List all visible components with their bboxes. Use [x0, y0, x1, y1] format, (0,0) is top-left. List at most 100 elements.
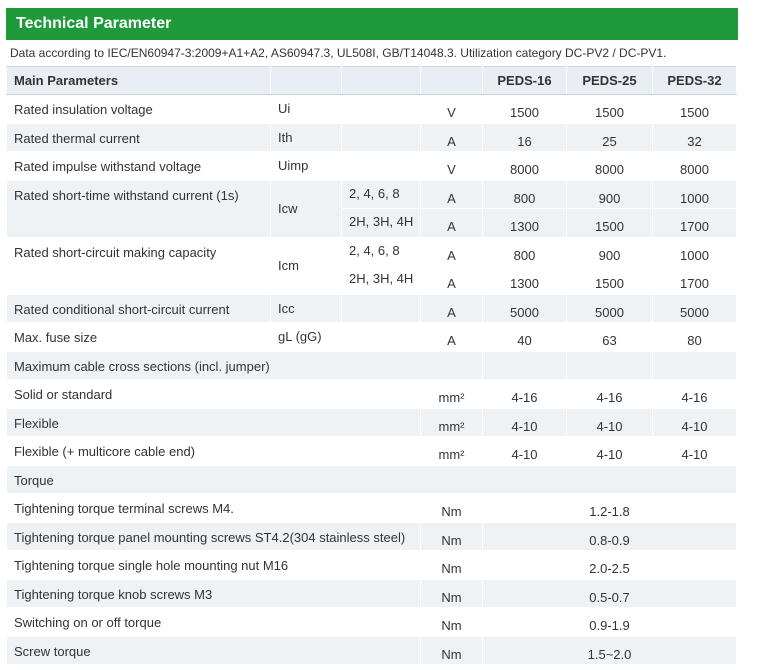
value-cell: 4-16: [652, 379, 737, 409]
table-row: Tightening torque single hole mounting n…: [6, 550, 737, 580]
value-cell: 0.9-1.9: [482, 607, 737, 637]
model-header: PEDS-25: [566, 66, 653, 95]
parameter-label: Flexible (+ multicore cable end): [6, 436, 421, 466]
value-cell: 4-10: [566, 436, 653, 466]
parameter-label: Tightening torque terminal screws M4.: [6, 493, 421, 523]
parameter-symbol: Icc: [270, 293, 342, 323]
value-cell: 1.2-1.8: [482, 493, 737, 523]
pole-config: 2H, 3H, 4H: [341, 265, 421, 295]
parameter-label: Tightening torque knob screws M3: [6, 578, 421, 608]
value-cell: 40: [482, 322, 567, 352]
value-cell: 5000: [652, 293, 737, 323]
parameter-label: Flexible: [6, 407, 421, 437]
parameter-label: Rated short-time withstand current (1s): [6, 179, 271, 238]
value-cell: 25: [566, 122, 653, 152]
value-cell: 4-16: [482, 379, 567, 409]
table-row: Rated short-circuit making capacity Icm …: [6, 236, 737, 295]
torque-section-heading: Torque: [6, 464, 737, 494]
section-heading-row: Torque: [6, 464, 737, 494]
value-cell: 0.8-0.9: [482, 521, 737, 551]
value-cell: 1500: [482, 94, 567, 124]
table-row: Tightening torque terminal screws M4. Nm…: [6, 493, 737, 523]
value-cell: 5000: [482, 293, 567, 323]
unit: Nm: [420, 550, 483, 580]
unit: A: [420, 322, 483, 352]
value-cell: 2.0-2.5: [482, 550, 737, 580]
table-row: Tightening torque knob screws M3 Nm 0.5-…: [6, 578, 737, 608]
value-cell: 63: [566, 322, 653, 352]
unit: A: [420, 122, 483, 152]
value-cell: 900: [566, 179, 653, 209]
unit: A: [420, 265, 483, 295]
unit: mm²: [420, 436, 483, 466]
value-cell: 1500: [652, 94, 737, 124]
unit: A: [420, 208, 483, 238]
value-cell: 4-16: [566, 379, 653, 409]
parameter-symbol: Ui: [270, 94, 342, 124]
value-cell: 8000: [482, 151, 567, 181]
value-cell: 1300: [482, 265, 567, 295]
value-cell: 5000: [566, 293, 653, 323]
value-cell: 1700: [652, 265, 737, 295]
unit: V: [420, 151, 483, 181]
value-cell: 1000: [652, 236, 737, 266]
value-cell: 900: [566, 236, 653, 266]
table-row: Flexible mm² 4-10 4-10 4-10: [6, 407, 737, 437]
unit: Nm: [420, 607, 483, 637]
table-row: Tightening torque panel mounting screws …: [6, 521, 737, 551]
parameter-label: Switching on or off torque: [6, 607, 421, 637]
value-cell: 8000: [566, 151, 653, 181]
unit: mm²: [420, 379, 483, 409]
unit: Nm: [420, 493, 483, 523]
value-cell: 4-10: [652, 436, 737, 466]
standards-note: Data according to IEC/EN60947-3:2009+A1+…: [10, 46, 667, 60]
parameter-label: Solid or standard: [6, 379, 421, 409]
pole-config: 2, 4, 6, 8: [341, 236, 421, 266]
value-cell: 1500: [566, 208, 653, 238]
section-title: Technical Parameter: [6, 8, 738, 40]
value-cell: 16: [482, 122, 567, 152]
table-row: Screw torque Nm 1.5~2.0: [6, 635, 737, 665]
value-cell: 4-10: [566, 407, 653, 437]
table-row: Rated impulse withstand voltage Uimp V 8…: [6, 151, 737, 181]
table-row: Solid or standard mm² 4-16 4-16 4-16: [6, 379, 737, 409]
table-row: 2H, 3H, 4H A 1300 1500 1700: [7, 208, 737, 238]
pole-config: 2, 4, 6, 8: [341, 179, 421, 209]
parameter-label: Rated impulse withstand voltage: [6, 151, 271, 181]
value-cell: 1500: [566, 265, 653, 295]
parameter-label: Rated insulation voltage: [6, 94, 271, 124]
parameter-symbol: Icw: [270, 179, 342, 238]
unit: Nm: [420, 521, 483, 551]
value-cell: 80: [652, 322, 737, 352]
table-row: Switching on or off torque Nm 0.9-1.9: [6, 607, 737, 637]
unit: mm²: [420, 407, 483, 437]
parameter-label: Rated conditional short-circuit current: [6, 293, 271, 323]
parameter-symbol: gL (gG): [270, 322, 342, 352]
pole-config: 2H, 3H, 4H: [341, 208, 421, 238]
parameter-label: Screw torque: [6, 635, 421, 665]
cable-section-heading: Maximum cable cross sections (incl. jump…: [6, 350, 483, 380]
main-parameters-header: Main Parameters: [6, 66, 271, 95]
value-cell: 4-10: [652, 407, 737, 437]
unit: Nm: [420, 578, 483, 608]
table-row: Rated conditional short-circuit current …: [6, 293, 737, 323]
model-header: PEDS-16: [482, 66, 567, 95]
parameter-label: Rated short-circuit making capacity: [6, 236, 271, 295]
value-cell: 800: [482, 236, 567, 266]
value-cell: 4-10: [482, 436, 567, 466]
value-cell: 1700: [652, 208, 737, 238]
value-cell: 800: [482, 179, 567, 209]
table-row: Rated thermal current Ith A 16 25 32: [6, 122, 737, 152]
value-cell: 1300: [482, 208, 567, 238]
value-cell: 32: [652, 122, 737, 152]
value-cell: 0.5-0.7: [482, 578, 737, 608]
value-cell: 1500: [566, 94, 653, 124]
value-cell: 8000: [652, 151, 737, 181]
table-row: Rated short-time withstand current (1s) …: [6, 179, 737, 238]
value-cell: 4-10: [482, 407, 567, 437]
unit: A: [420, 293, 483, 323]
table-row: Flexible (+ multicore cable end) mm² 4-1…: [6, 436, 737, 466]
model-header: PEDS-32: [652, 66, 737, 95]
table-row: Max. fuse size gL (gG) A 40 63 80: [6, 322, 737, 352]
